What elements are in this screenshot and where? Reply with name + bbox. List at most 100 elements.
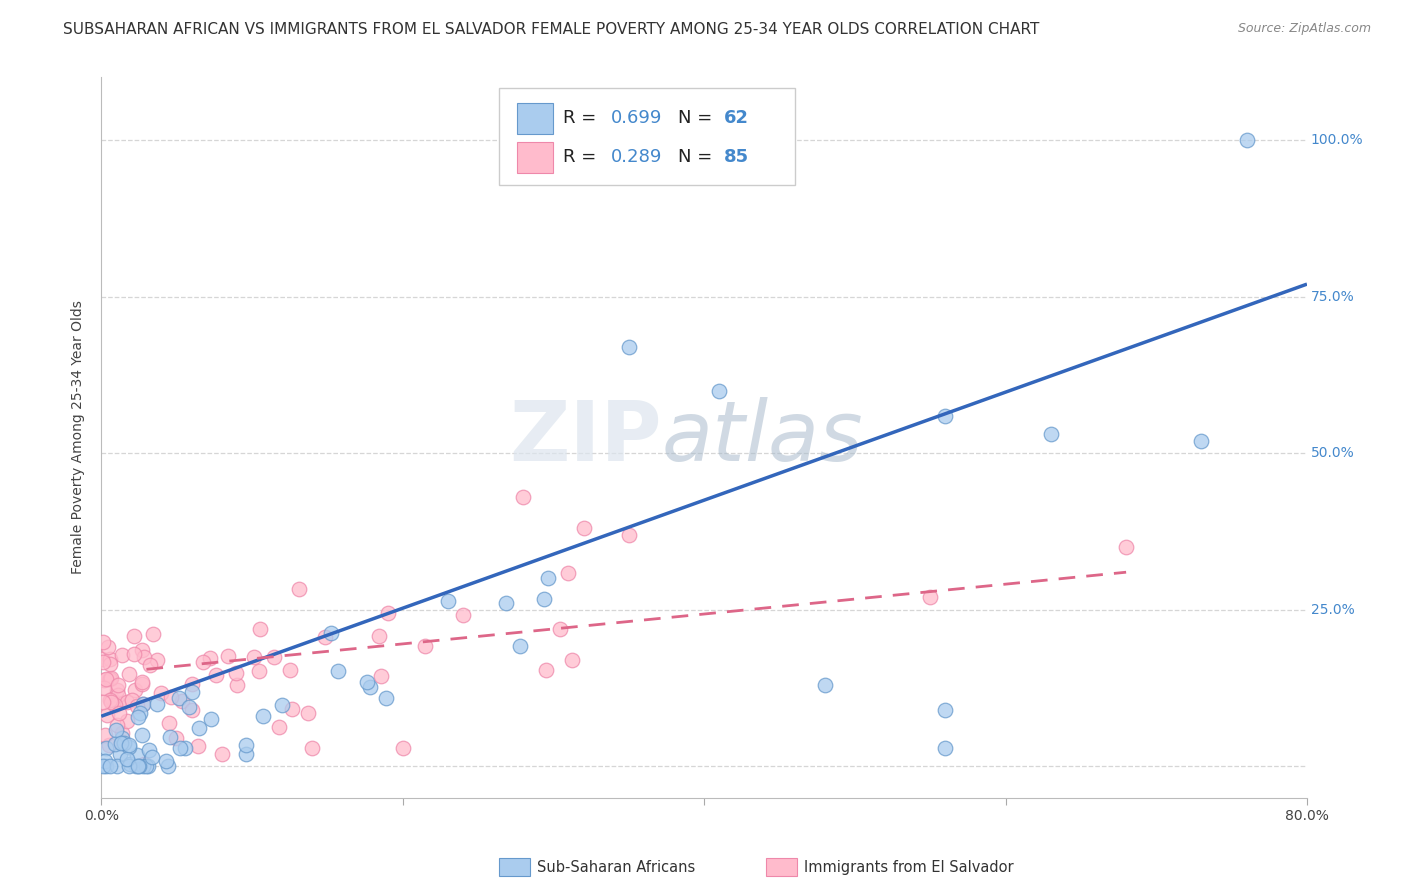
Point (94, 728, 117, 742)
Point (93, 681, 115, 695)
Point (132, 697, 155, 711)
Point (301, 740, 323, 755)
Point (235, 747, 257, 761)
Point (451, 608, 474, 623)
Text: 25.0%: 25.0% (1310, 603, 1354, 616)
Point (436, 593, 458, 607)
Point (557, 566, 579, 581)
Point (141, 749, 163, 764)
Point (105, 718, 128, 732)
Point (512, 490, 534, 504)
Point (170, 694, 193, 708)
Point (105, 683, 128, 698)
Point (617, 527, 640, 541)
Point (93, 673, 115, 688)
Text: 62: 62 (724, 110, 748, 128)
Point (132, 759, 155, 773)
Point (94, 740, 117, 755)
Point (120, 757, 142, 772)
Point (297, 706, 319, 721)
Text: Source: ZipAtlas.com: Source: ZipAtlas.com (1237, 22, 1371, 36)
Point (127, 759, 149, 773)
Text: N =: N = (678, 110, 717, 128)
Point (169, 740, 191, 755)
Point (271, 698, 294, 713)
Point (149, 686, 172, 700)
Point (533, 591, 555, 606)
Point (537, 570, 560, 584)
Point (1191, 434, 1213, 448)
Text: 100.0%: 100.0% (1310, 133, 1364, 147)
Point (138, 742, 160, 756)
Point (159, 690, 181, 704)
Point (131, 642, 153, 657)
Point (104, 698, 127, 712)
Text: SUBSAHARAN AFRICAN VS IMMIGRANTS FROM EL SALVADOR FEMALE POVERTY AMONG 25-34 YEA: SUBSAHARAN AFRICAN VS IMMIGRANTS FROM EL… (63, 22, 1039, 37)
Point (98, 657, 121, 671)
Point (180, 703, 202, 717)
Point (121, 693, 143, 707)
Point (107, 696, 129, 710)
Point (131, 677, 153, 691)
Point (159, 730, 181, 744)
Point (548, 622, 571, 636)
Text: N =: N = (678, 148, 717, 167)
Point (413, 639, 436, 653)
Point (247, 664, 270, 678)
Point (108, 706, 131, 720)
Point (174, 740, 197, 755)
Point (211, 747, 233, 761)
FancyBboxPatch shape (517, 142, 554, 173)
Point (112, 736, 135, 750)
Point (217, 648, 239, 663)
Point (359, 680, 381, 694)
Text: 50.0%: 50.0% (1310, 446, 1354, 460)
Point (370, 669, 392, 683)
Point (97, 738, 120, 752)
Point (115, 714, 138, 728)
Point (200, 712, 222, 726)
Point (100, 692, 122, 706)
Point (139, 657, 162, 672)
Point (242, 649, 264, 664)
Point (135, 759, 157, 773)
Point (104, 723, 127, 738)
Point (118, 667, 141, 681)
Point (132, 698, 155, 712)
Point (100, 671, 122, 685)
Point (934, 409, 956, 423)
Point (124, 683, 146, 698)
Point (155, 754, 177, 768)
Point (104, 737, 127, 751)
Text: 75.0%: 75.0% (1310, 290, 1354, 303)
Point (225, 665, 247, 680)
Point (136, 759, 159, 773)
Point (249, 622, 271, 636)
Point (91, 759, 114, 773)
Point (561, 653, 583, 667)
Text: R =: R = (562, 110, 602, 128)
Point (117, 752, 139, 766)
Point (198, 651, 221, 665)
Point (91, 651, 114, 665)
Point (934, 740, 956, 755)
Point (263, 650, 285, 665)
Point (165, 731, 187, 745)
Point (281, 702, 304, 716)
Point (124, 647, 146, 661)
Point (368, 628, 391, 642)
Point (188, 721, 211, 735)
Point (145, 697, 167, 711)
Y-axis label: Female Poverty Among 25-34 Year Olds: Female Poverty Among 25-34 Year Olds (72, 301, 86, 574)
Point (356, 674, 378, 689)
Point (96, 708, 118, 723)
Point (131, 675, 153, 690)
Point (157, 716, 180, 731)
Point (127, 748, 149, 763)
Point (278, 663, 301, 677)
Point (934, 703, 956, 717)
FancyBboxPatch shape (499, 88, 794, 186)
Point (509, 640, 531, 654)
Point (94, 754, 117, 768)
Point (125, 698, 148, 713)
